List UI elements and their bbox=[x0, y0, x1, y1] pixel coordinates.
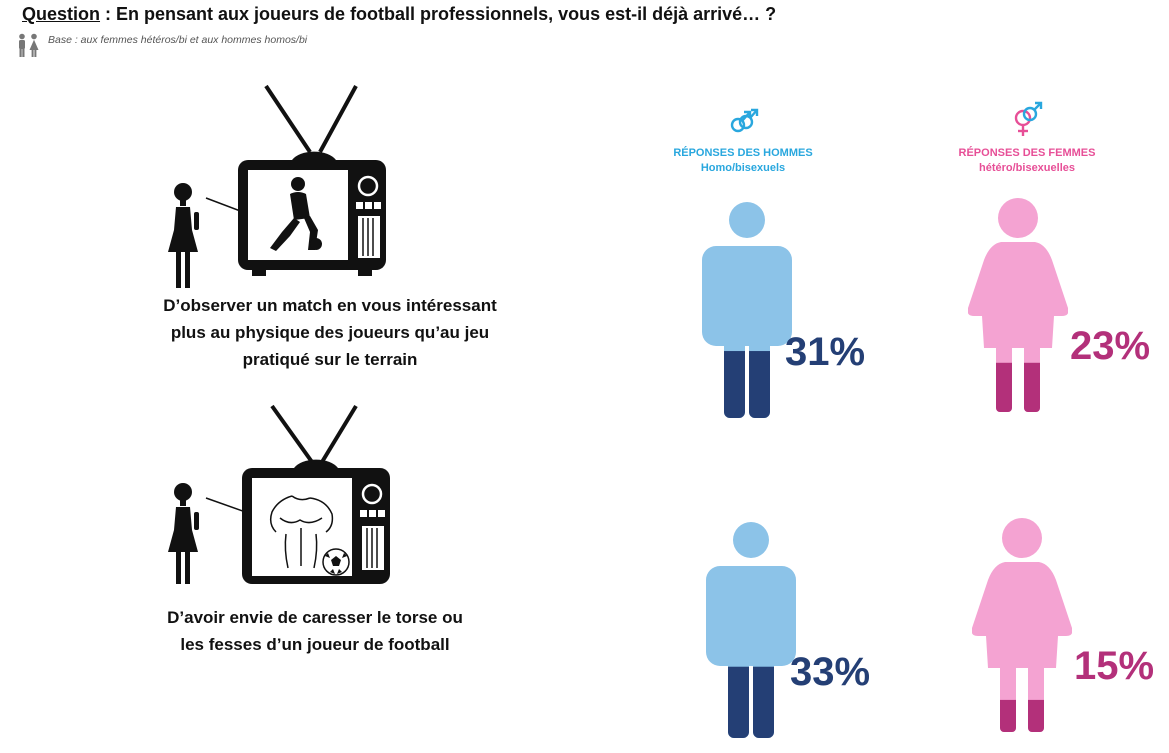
couple-icon bbox=[19, 33, 39, 57]
caption-line: D’observer un match en vous intéressant bbox=[163, 296, 497, 315]
woman-silhouette-icon bbox=[168, 183, 199, 288]
question-heading: Question : En pensant aux joueurs de foo… bbox=[22, 4, 776, 25]
female-male-symbol-icon bbox=[1014, 101, 1043, 136]
man-figure-q1 bbox=[702, 202, 792, 418]
women-percent-label-q2: 15% bbox=[1074, 644, 1155, 688]
caption-line: plus au physique des joueurs qu’au jeu bbox=[170, 323, 490, 342]
question-text: : En pensant aux joueurs de football pro… bbox=[100, 4, 777, 24]
caption-question-1: D’observer un match en vous intéressant … bbox=[130, 292, 530, 373]
torso-icon bbox=[269, 495, 334, 569]
caption-line: les fesses d’un joueur de football bbox=[180, 635, 450, 654]
figure-base-fill bbox=[706, 522, 796, 738]
figure-base-fill bbox=[968, 198, 1068, 412]
women-group-subtitle: hétéro/bisexuelles bbox=[979, 162, 1075, 174]
tv-football-player-illustration bbox=[168, 84, 386, 288]
percent-fill-bar bbox=[972, 699, 1072, 732]
male-male-symbol-icon bbox=[730, 108, 759, 133]
men-percent-label-q1: 31% bbox=[785, 330, 866, 374]
women-group-title: RÉPONSES DES FEMMES bbox=[958, 147, 1096, 159]
figure-base-fill bbox=[972, 518, 1072, 732]
woman-silhouette-icon bbox=[168, 483, 199, 584]
men-group-title: RÉPONSES DES HOMMES bbox=[673, 147, 813, 159]
caption-line: D’avoir envie de caresser le torse ou bbox=[167, 608, 463, 627]
caption-line: pratiqué sur le terrain bbox=[242, 350, 418, 369]
woman-figure-q2 bbox=[972, 518, 1072, 732]
women-group-header: RÉPONSES DES FEMMES hétéro/bisexuelles bbox=[947, 146, 1107, 176]
woman-figure-q1 bbox=[968, 198, 1068, 412]
percent-fill-bar bbox=[706, 666, 796, 738]
men-group-subtitle: Homo/bisexuels bbox=[700, 162, 786, 174]
tv-torso-illustration bbox=[168, 404, 390, 584]
football-player-icon bbox=[270, 177, 322, 251]
figure-base-fill bbox=[702, 202, 792, 418]
percent-fill-bar bbox=[968, 362, 1068, 412]
men-group-header: RÉPONSES DES HOMMES Homo/bisexuels bbox=[663, 146, 823, 176]
men-percent-label-q2: 33% bbox=[790, 650, 871, 694]
caption-question-2: D’avoir envie de caresser le torse ou le… bbox=[110, 604, 520, 658]
question-label: Question bbox=[22, 4, 101, 24]
percent-fill-bar bbox=[702, 351, 792, 418]
man-figure-q2 bbox=[706, 522, 796, 738]
women-percent-label-q1: 23% bbox=[1070, 324, 1151, 368]
soccer-ball-icon bbox=[322, 548, 350, 576]
base-note: Base : aux femmes hétéros/bi et aux homm… bbox=[48, 34, 308, 46]
